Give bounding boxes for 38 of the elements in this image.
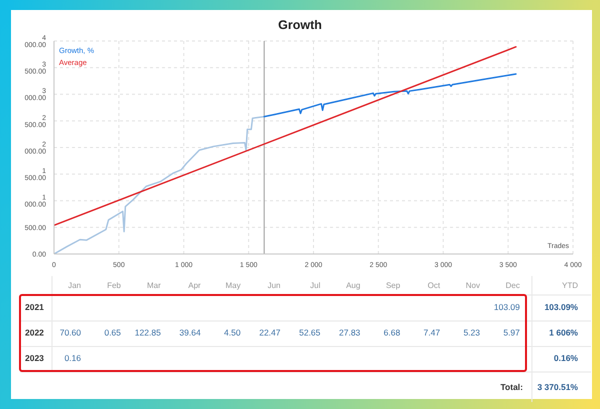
text: 0.16% — [554, 353, 578, 363]
text: Total: — [500, 382, 524, 392]
chart-title: Growth — [277, 18, 323, 33]
category-label: Dec — [506, 281, 520, 290]
text: 103.09 — [494, 302, 520, 312]
category-label: Mar — [147, 281, 162, 290]
text: 52.65 — [299, 328, 320, 338]
text: 5.97 — [503, 328, 520, 338]
text: 1 606% — [549, 328, 578, 338]
category-label: 2023 — [25, 353, 44, 363]
category-label: 2021 — [25, 302, 44, 312]
text: 3 370.51% — [537, 382, 578, 392]
text: 103.09% — [544, 302, 578, 312]
text: 70.60 — [60, 328, 81, 338]
text: 27.83 — [339, 328, 360, 338]
text: 5.23 — [463, 328, 480, 338]
category-label: Feb — [107, 281, 122, 290]
text: 122.85 — [134, 328, 161, 338]
text: 39.64 — [179, 328, 201, 338]
text: 0.16 — [64, 353, 81, 363]
text: 4.50 — [224, 328, 241, 338]
text: 7.47 — [424, 328, 440, 338]
category-label: Jul — [310, 281, 321, 290]
text: 22.47 — [259, 328, 280, 338]
category-label: Jun — [268, 281, 280, 290]
category-label: Aug — [346, 281, 360, 290]
category-label: 2022 — [25, 328, 44, 338]
category-label: Jan — [68, 281, 81, 290]
category-label: Nov — [466, 281, 480, 290]
text: 6.68 — [384, 328, 400, 338]
category-label: Oct — [428, 281, 441, 290]
category-label: YTD — [562, 281, 578, 290]
category-label: Apr — [188, 281, 202, 290]
category-label: May — [225, 281, 241, 290]
line-series — [263, 73, 517, 118]
line-series — [54, 116, 265, 254]
text: 0.65 — [104, 328, 121, 338]
category-label: Sep — [386, 281, 401, 290]
